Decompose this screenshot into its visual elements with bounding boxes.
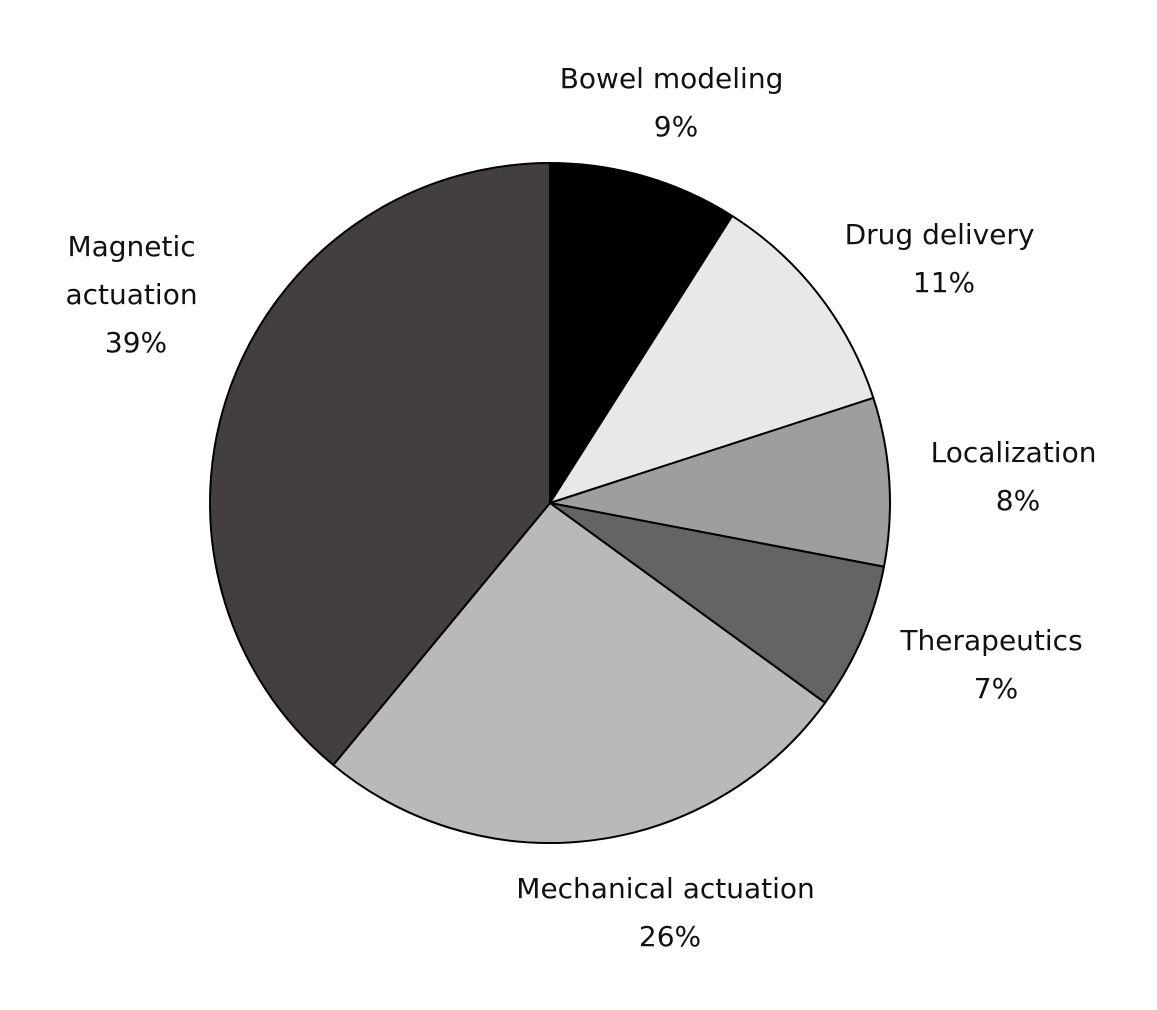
slice-name-magnetic-actuation-line-1: Magnetic bbox=[67, 230, 195, 263]
slice-name-bowel-modeling: Bowel modeling bbox=[560, 62, 784, 95]
pie-slice-magnetic-actuation bbox=[209, 162, 551, 766]
slice-name-magnetic-actuation-line-2: actuation bbox=[66, 278, 198, 311]
slice-value-mechanical-actuation: 26% bbox=[639, 920, 701, 953]
slice-label-therapeutics: Therapeutics 7% bbox=[899, 624, 1091, 705]
slice-label-mechanical-actuation: Mechanical actuation 26% bbox=[516, 872, 823, 953]
slice-name-mechanical-actuation: Mechanical actuation bbox=[516, 872, 815, 905]
slice-value-localization: 8% bbox=[996, 484, 1040, 517]
pie-slice-bowel-modeling bbox=[549, 162, 734, 504]
slice-value-bowel-modeling: 9% bbox=[654, 110, 698, 143]
slice-value-magnetic-actuation: 39% bbox=[105, 326, 167, 359]
slice-label-bowel-modeling: Bowel modeling 9% bbox=[560, 62, 793, 143]
slice-label-drug-delivery: Drug delivery 11% bbox=[845, 218, 1044, 299]
pie-slice-therapeutics bbox=[549, 502, 885, 704]
slice-label-magnetic-actuation: Magnetic actuation 39% bbox=[66, 230, 207, 359]
slice-value-drug-delivery: 11% bbox=[913, 266, 975, 299]
pie-slice-localization bbox=[549, 396, 891, 568]
slice-name-therapeutics: Therapeutics bbox=[899, 624, 1082, 657]
pie-slices bbox=[209, 162, 891, 844]
pie-slice-drug-delivery bbox=[549, 214, 875, 504]
slice-name-localization: Localization bbox=[931, 436, 1097, 469]
slice-name-drug-delivery: Drug delivery bbox=[845, 218, 1035, 251]
pie-slice-mechanical-actuation bbox=[332, 502, 827, 844]
slice-value-therapeutics: 7% bbox=[974, 672, 1018, 705]
slice-label-localization: Localization 8% bbox=[931, 436, 1106, 517]
